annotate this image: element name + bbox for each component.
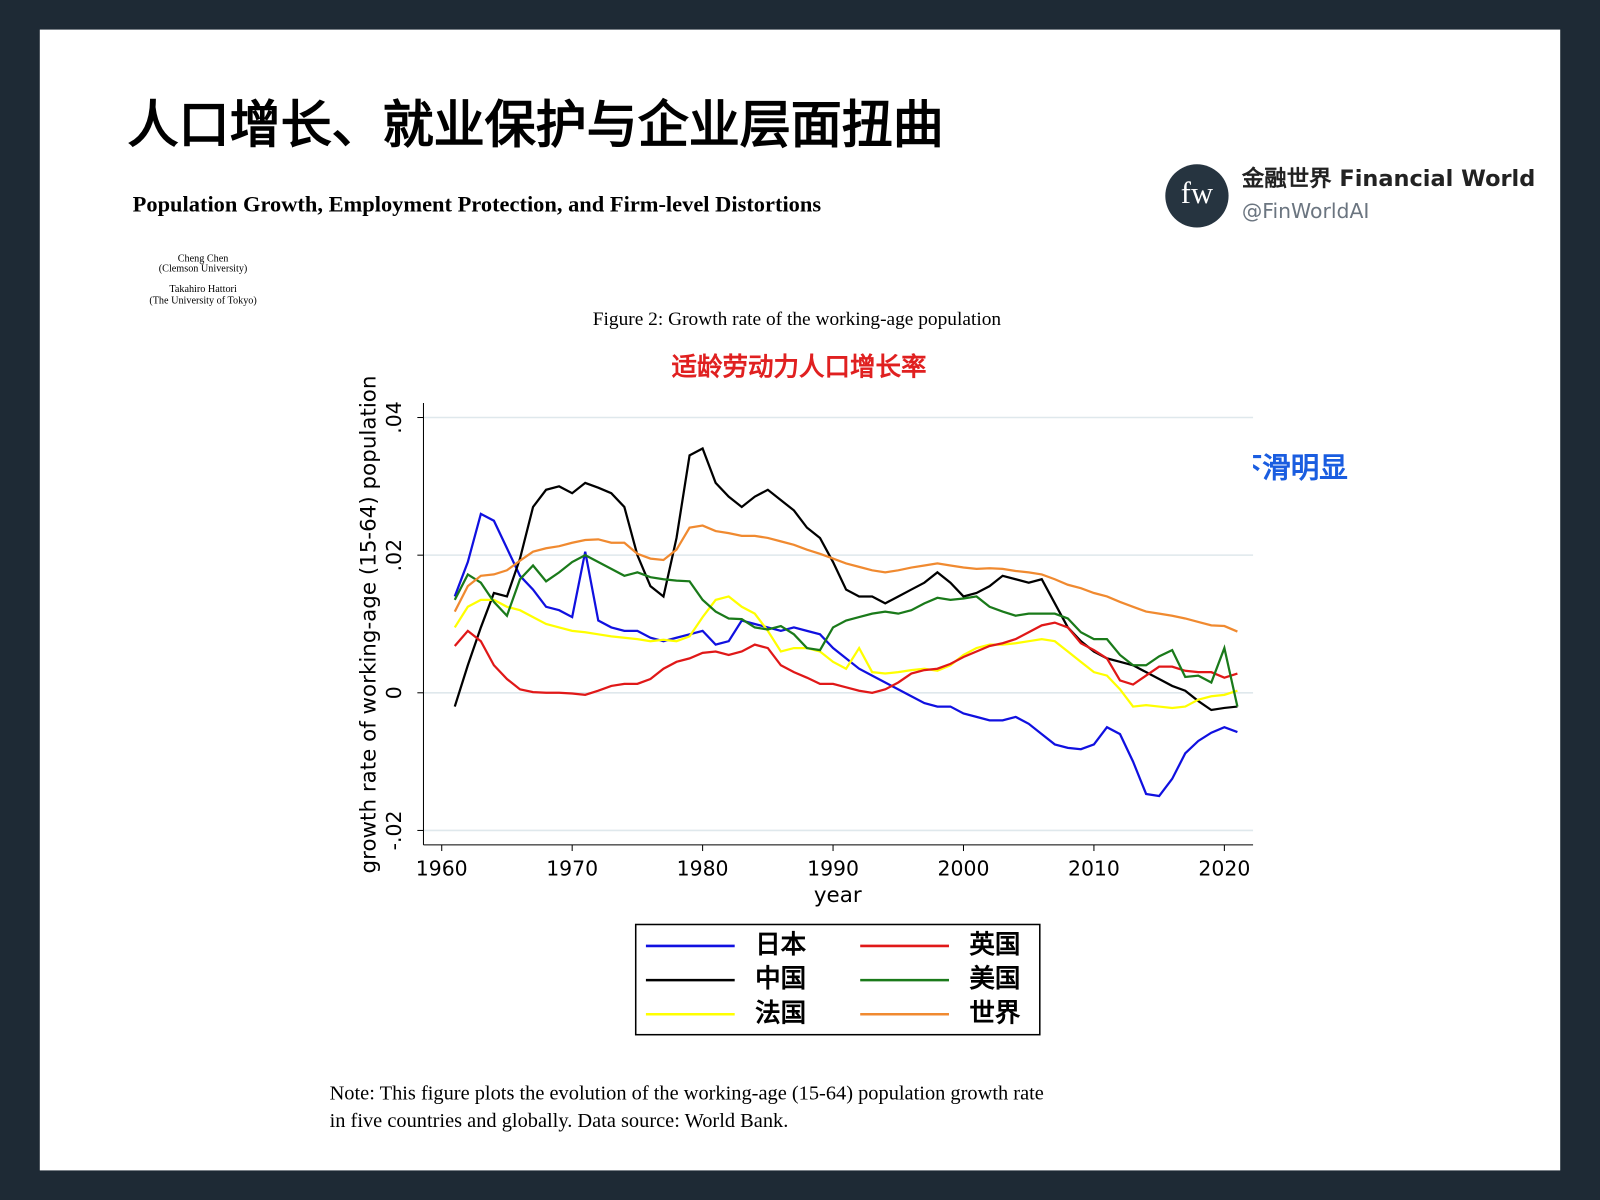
- legend-label: 英国: [969, 930, 1020, 960]
- brand-logo: fw: [1181, 176, 1213, 210]
- x-axis-label: year: [814, 883, 862, 908]
- legend-label: 美国: [969, 964, 1020, 994]
- figure-caption: Figure 2: Growth rate of the working-age…: [593, 309, 1002, 330]
- legend-label: 中国: [755, 964, 806, 994]
- series-line: [453, 553, 1239, 707]
- slide-subtitle: Population Growth, Employment Protection…: [133, 191, 822, 216]
- y-axis-label: growth rate of working-age (15-64) popul…: [356, 376, 381, 874]
- x-tick-label: 1960: [416, 856, 468, 880]
- chart-title: 适龄劳动力人口增长率: [671, 352, 926, 382]
- y-tick-label: .04: [382, 401, 406, 433]
- slide-title: 人口增长、就业保护与企业层面扭曲: [128, 97, 944, 156]
- brand-logo-bg: [1165, 164, 1229, 228]
- y-tick-label: -.02: [382, 811, 406, 851]
- series-line: [453, 595, 1238, 710]
- x-tick-label: 2010: [1068, 856, 1120, 880]
- x-tick-label: 1970: [546, 856, 598, 880]
- x-tick-label: 1990: [807, 856, 859, 880]
- series-line: [453, 621, 1238, 697]
- note: Note: This figure plots the evolution of…: [330, 1083, 1044, 1105]
- y-tick-label: 0: [382, 686, 406, 699]
- y-tick-label: .02: [382, 539, 406, 571]
- series-line: [453, 524, 1238, 633]
- series-line: [453, 512, 1238, 798]
- x-tick-label: 1980: [677, 856, 729, 880]
- affiliation: (The University of Tokyo): [149, 295, 256, 306]
- author: Cheng Chen: [178, 254, 229, 265]
- x-tick-label: 2000: [938, 856, 990, 880]
- note: in five countries and globally. Data sou…: [330, 1110, 789, 1132]
- brand-handle: @FinWorldAI: [1242, 199, 1370, 223]
- plot: -.02 0 .02 .04 1960 1970 1980 1990 2000 2010 2020: [382, 401, 1254, 880]
- legend-label: 法国: [755, 998, 806, 1028]
- legend-label: 日本: [755, 930, 807, 960]
- x-tick-label: 2020: [1198, 856, 1250, 880]
- brand-name: 金融世界 Financial World: [1241, 165, 1536, 192]
- legend-label: 世界: [969, 998, 1021, 1028]
- affiliation: (Clemson University): [159, 264, 248, 275]
- author: Takahiro Hattori: [169, 284, 237, 295]
